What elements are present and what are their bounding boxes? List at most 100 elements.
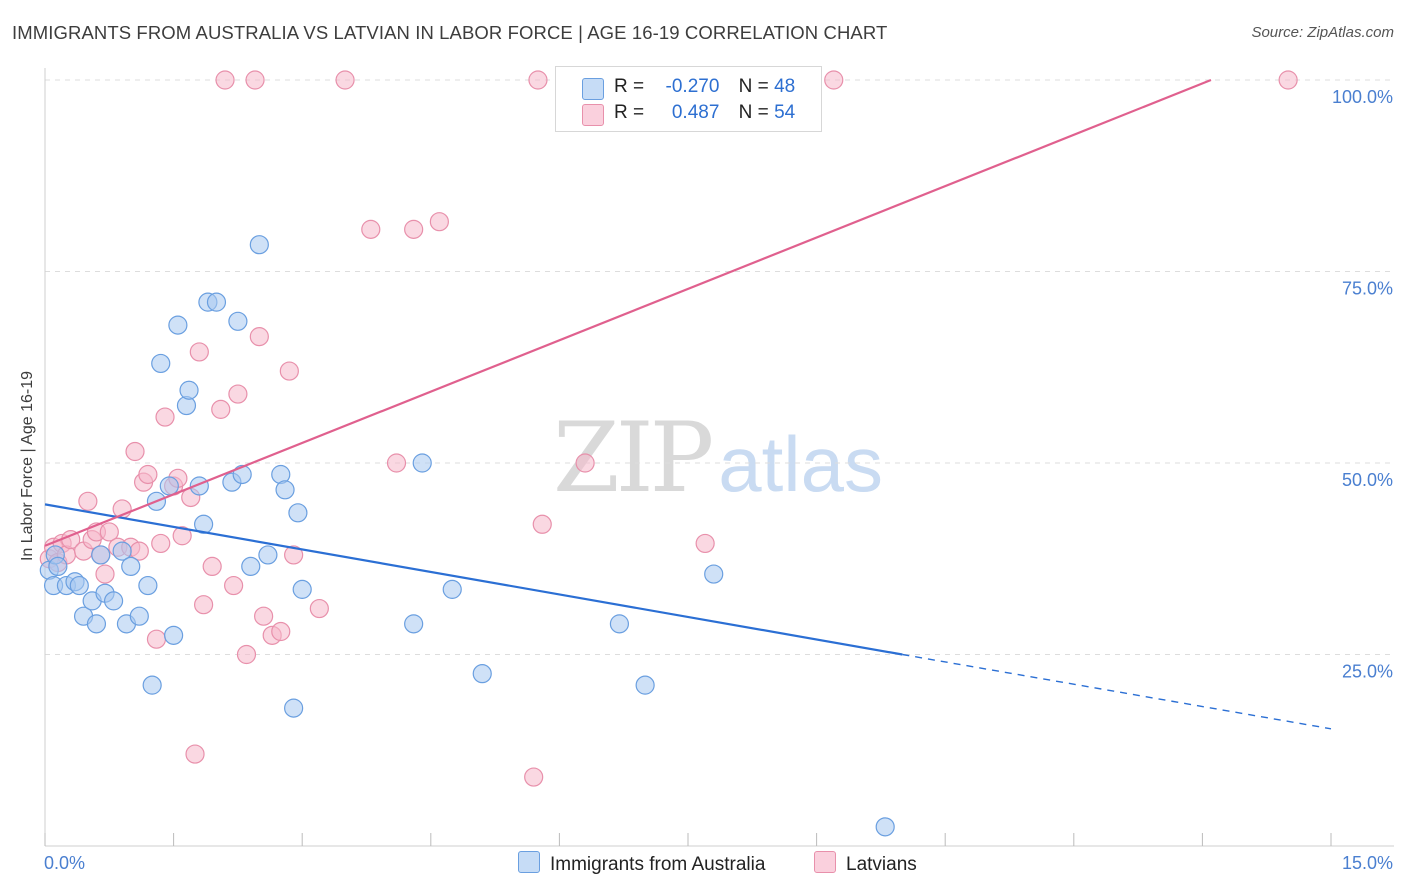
latvians-point — [249, 327, 269, 347]
latvians-point — [271, 621, 291, 642]
y-tick-label: 100.0% — [1332, 87, 1393, 107]
source-credit: Source: ZipAtlas.com — [1251, 24, 1394, 41]
australia-point — [232, 464, 252, 485]
australia-point — [228, 311, 248, 331]
latvians-point — [228, 384, 248, 404]
latvians-point — [172, 526, 192, 546]
latvians-point — [824, 70, 844, 90]
latvians-point — [309, 598, 329, 619]
bottom-legend-swatch-blue — [518, 851, 540, 873]
australia-point — [875, 817, 895, 837]
latvians-point — [279, 361, 299, 381]
latvians-point — [215, 70, 235, 90]
australia-point — [103, 591, 124, 611]
y-tick-label: 75.0% — [1342, 279, 1393, 299]
bottom-legend-label-australia: Immigrants from Australia — [550, 854, 766, 875]
legend-r-label: R = — [614, 76, 645, 97]
latvians-point — [404, 219, 424, 239]
australia-point — [194, 514, 214, 534]
latvians-point — [532, 514, 552, 534]
australia-point — [292, 579, 312, 599]
australia-point — [275, 480, 295, 500]
latvians-point — [151, 533, 171, 554]
latvians-point — [146, 629, 167, 649]
australia-point — [442, 579, 462, 599]
legend-swatch-pink — [582, 104, 604, 126]
australia-point — [206, 292, 227, 312]
latvians-point — [189, 342, 209, 362]
bottom-legend-swatch-pink — [814, 851, 836, 873]
latvians-point — [528, 70, 548, 90]
latvians-trend-line — [44, 78, 1212, 547]
correlation-legend: R = -0.270 N = 48 R = 0.487 N = 54 — [555, 66, 822, 132]
latvians-point — [575, 453, 595, 473]
australia-point — [249, 235, 269, 255]
australia-points — [39, 235, 895, 837]
latvians-point — [125, 441, 145, 462]
latvians-points — [39, 70, 1298, 787]
australia-point — [164, 625, 184, 645]
latvians-point — [99, 522, 119, 542]
australia-trend-line — [44, 503, 903, 656]
australia-point — [112, 541, 132, 561]
latvians-point — [211, 399, 231, 419]
australia-trend-extension — [902, 653, 1332, 730]
australia-point — [121, 556, 141, 577]
australia-point — [179, 380, 199, 400]
australia-point — [168, 315, 188, 335]
bottom-legend-label-latvians: Latvians — [846, 854, 917, 875]
x-tick-label-max: 15.0% — [1342, 853, 1393, 873]
legend-n-value: 48 — [774, 76, 796, 97]
latvians-point — [335, 70, 355, 90]
australia-point — [412, 453, 432, 473]
tick-labels: 25.0% 50.0% 75.0% 100.0% 0.0% 15.0% — [44, 87, 1393, 873]
latvians-point — [695, 533, 715, 554]
australia-point — [472, 664, 492, 684]
australia-point — [284, 698, 304, 718]
australia-point — [159, 476, 179, 496]
australia-point — [48, 556, 68, 577]
legend-r-label: R = — [614, 102, 645, 123]
latvians-point — [202, 556, 222, 577]
australia-point — [404, 614, 424, 634]
latvians-point — [524, 767, 544, 787]
bottom-legend-latvians: Latvians — [814, 851, 917, 876]
latvians-point — [245, 70, 265, 90]
latvians-point — [95, 564, 115, 584]
latvians-point — [429, 212, 449, 232]
australia-point — [635, 675, 655, 695]
latvians-point — [254, 606, 274, 626]
australia-point — [258, 545, 278, 565]
australia-point — [288, 503, 308, 523]
latvians-point — [236, 644, 257, 665]
latvians-point — [224, 575, 244, 596]
bottom-legend-australia: Immigrants from Australia — [518, 851, 765, 876]
y-tick-label: 50.0% — [1342, 470, 1393, 490]
latvians-point — [138, 464, 158, 485]
australia-point — [142, 675, 162, 695]
watermark-atlas: atlas — [718, 420, 883, 508]
latvians-point — [386, 453, 407, 473]
australia-point — [138, 575, 158, 596]
latvians-point — [155, 407, 175, 427]
legend-r-value: 0.487 — [671, 102, 720, 123]
legend-n-label: N = — [738, 102, 769, 123]
chart-title: IMMIGRANTS FROM AUSTRALIA VS LATVIAN IN … — [12, 22, 888, 43]
australia-point — [151, 353, 171, 374]
latvians-point — [1278, 70, 1298, 90]
trend-lines — [44, 78, 1332, 730]
y-tick-label: 25.0% — [1342, 662, 1393, 682]
latvians-point — [78, 491, 98, 511]
legend-swatch-blue — [582, 78, 604, 100]
legend-r-value: -0.270 — [665, 76, 720, 97]
latvians-point — [284, 545, 304, 565]
x-tick-label-min: 0.0% — [44, 853, 85, 873]
australia-point — [86, 614, 107, 634]
australia-point — [69, 575, 89, 596]
legend-n-label: N = — [738, 76, 769, 97]
latvians-point — [194, 595, 214, 615]
legend-n-value: 54 — [774, 102, 796, 123]
australia-point — [91, 545, 111, 565]
australia-point — [241, 556, 261, 577]
